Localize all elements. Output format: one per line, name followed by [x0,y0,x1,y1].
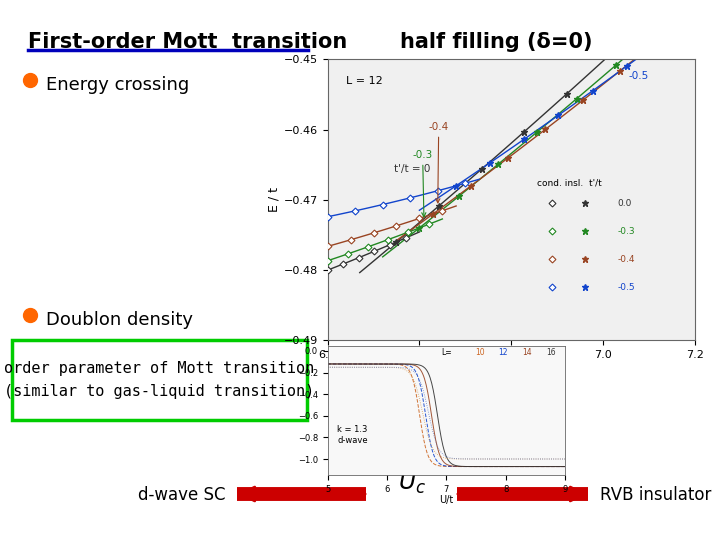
Text: t'/t = 0: t'/t = 0 [394,164,430,174]
Text: 10: 10 [475,348,485,357]
Text: order parameter of Mott transition
(similar to gas-liquid transition): order parameter of Mott transition (simi… [4,361,315,399]
Text: 16: 16 [546,348,556,357]
Text: L = 12: L = 12 [346,76,383,86]
Text: -0.5: -0.5 [618,284,635,293]
Bar [12,340,307,420]
Text: $U_c$: $U_c$ [398,470,426,496]
Text: L=: L= [441,348,452,357]
X-axis label: U/t: U/t [439,495,454,505]
Text: First-order Mott  transition: First-order Mott transition [28,32,347,52]
Y-axis label: E / t: E / t [268,187,281,212]
Text: 14: 14 [523,348,532,357]
Text: RVB insulator: RVB insulator [600,486,711,504]
Text: half filling (δ=0): half filling (δ=0) [400,32,593,52]
Text: -0.4: -0.4 [428,122,449,203]
Text: -0.4: -0.4 [618,255,635,265]
X-axis label: U /t: U /t [500,363,522,376]
Text: -0.5: -0.5 [629,71,649,81]
Text: d-wave SC: d-wave SC [138,486,225,504]
Text: Doublon density: Doublon density [46,311,193,329]
Text: -0.3: -0.3 [618,227,635,237]
Text: 0.0: 0.0 [618,199,632,208]
Text: 12: 12 [499,348,508,357]
Text: -0.3: -0.3 [413,150,433,217]
Text: cond. insl.  t'/t: cond. insl. t'/t [537,179,602,188]
Text: k = 1.3
d-wave: k = 1.3 d-wave [337,426,368,445]
Text: Energy crossing: Energy crossing [46,76,189,94]
